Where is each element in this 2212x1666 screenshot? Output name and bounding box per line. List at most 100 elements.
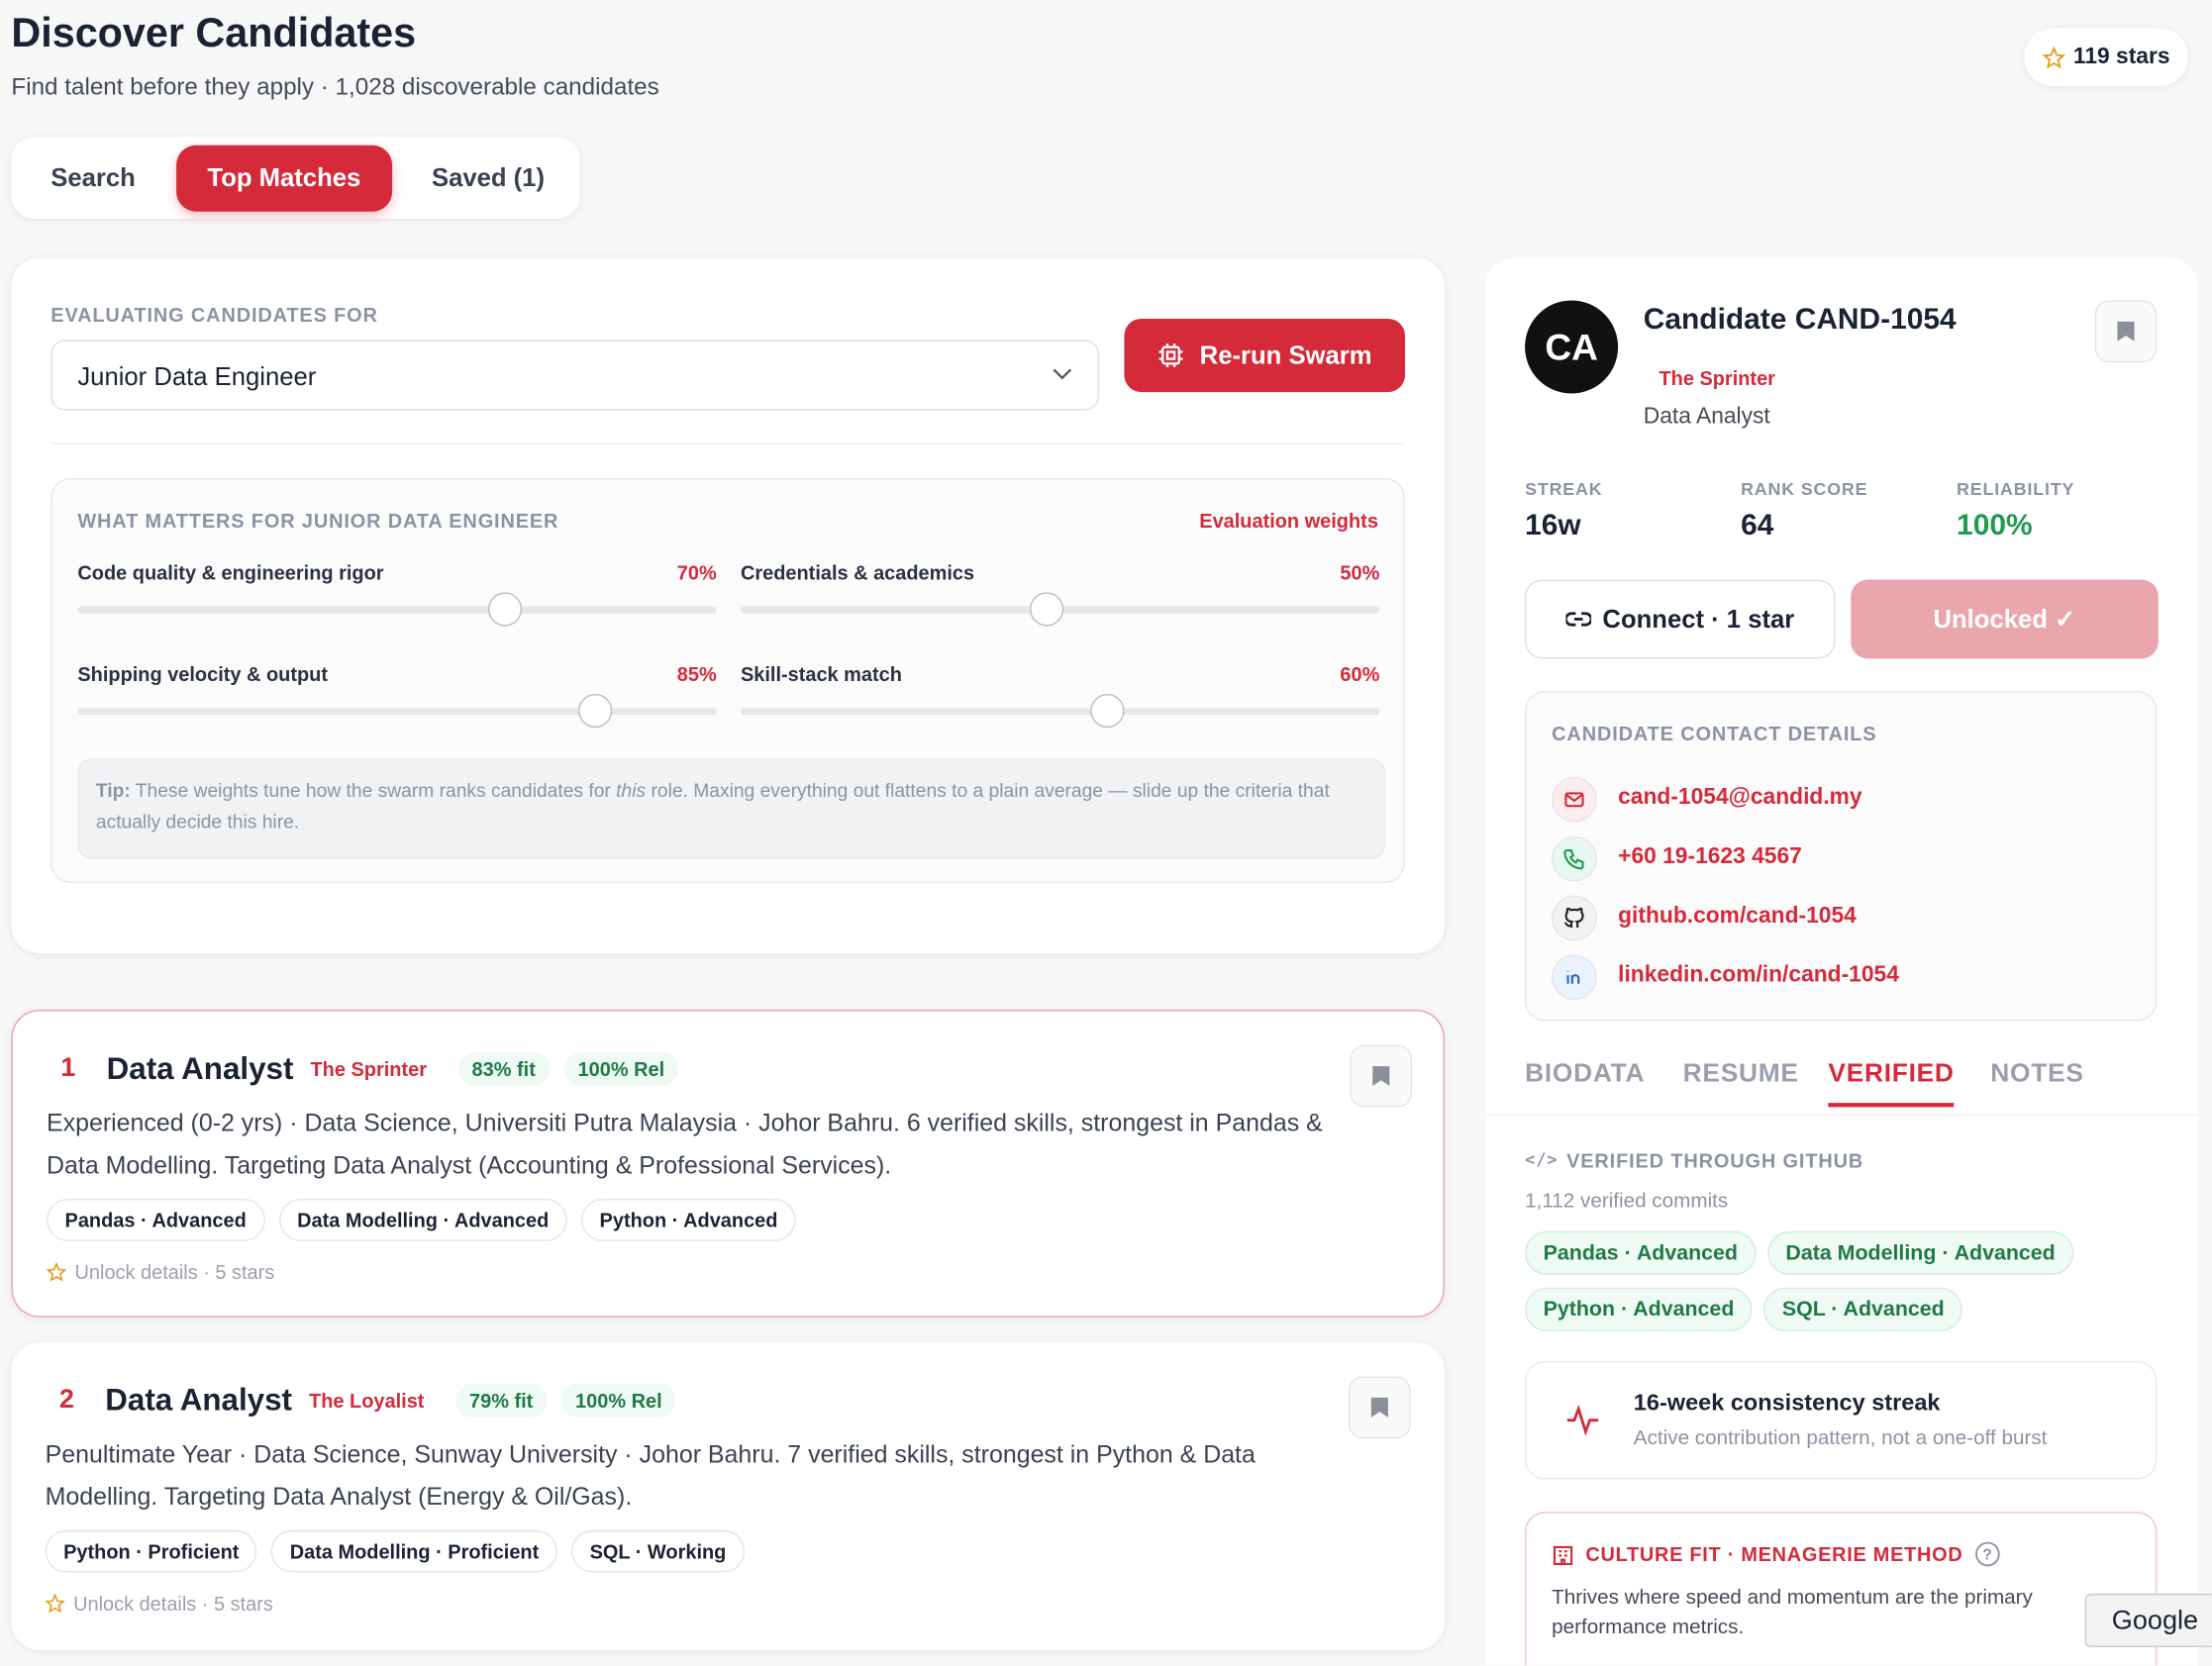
skill-chip: Python · Advanced [581,1198,796,1241]
slider-track[interactable] [740,592,1380,627]
verified-title-text: VERIFIED THROUGH GITHUB [1566,1149,1864,1172]
contact-title: CANDIDATE CONTACT DETAILS [1552,722,1877,745]
slider-track[interactable] [740,693,1380,729]
result-title: Data Analyst [106,1050,294,1087]
persona: The Sprinter [310,1057,427,1081]
verified-skill: Pandas · Advanced [1525,1230,1757,1275]
slider-thumb[interactable] [578,693,613,729]
bookmark[interactable] [2094,300,2158,363]
summary: Experienced (0-2 yrs) · Data Science, Un… [47,1108,1323,1180]
bookmark[interactable] [1349,1376,1411,1439]
translate-widget[interactable]: Google [2084,1593,2212,1648]
slider-thumb[interactable] [487,592,522,627]
role: Data Analyst [1643,404,1770,430]
weight-name: Shipping velocity & output [77,662,328,686]
profile-tab[interactable]: BIODATA [1525,1057,1646,1088]
unlock-text: Unlock details · 5 stars [73,1592,273,1616]
result-card[interactable]: 1 Data Analyst The Sprinter 83% fit 100% Rel… [11,1010,1445,1318]
stars-badge[interactable]: 119 stars [2024,28,2188,86]
stat-label: RANK SCORE [1741,479,1868,500]
verified-skill: Data Modelling · Advanced [1766,1230,2074,1275]
contact-link[interactable]: +60 19-1623 4567 [1618,844,1802,869]
divider [50,442,1406,444]
divider [1485,1114,2198,1116]
fit-tag: 79% fit [454,1383,548,1418]
weights-panel: WHAT MATTERS FOR JUNIOR DATA ENGINEER Ev… [50,477,1406,883]
verified-skill: SQL · Advanced [1763,1287,1963,1331]
weight-name: Credentials & academics [740,561,975,584]
tip-text: These weights tune how the swarm ranks c… [135,779,611,802]
persona: The Loyalist [309,1389,425,1413]
stat-label: STREAK [1525,479,1603,500]
weight-label: 85% [676,662,717,686]
profile-tab[interactable]: NOTES [1990,1057,2084,1088]
verified-skills: Pandas · Advanced Data Modelling · Advanc… [1525,1230,2117,1344]
weight-label: 50% [1340,561,1380,584]
contact-link[interactable]: github.com/cand-1054 [1618,904,1857,929]
profile-tab[interactable]: VERIFIED [1828,1058,1955,1108]
stat-label: RELIABILITY [1957,479,2075,500]
profile-tab[interactable]: RESUME [1682,1057,1799,1088]
contact-box: CANDIDATE CONTACT DETAILS cand-1054@candi… [1525,691,2158,1022]
unlocked-button[interactable]: Unlocked ✓ [1851,579,2159,659]
verified-skill: Python · Advanced [1525,1287,1753,1331]
rank: 1 [60,1053,76,1084]
unlock: Unlock details · 5 stars [47,1261,274,1283]
tab[interactable]: Top Matches [176,145,392,212]
tab-bar: Search Top Matches Saved (1) [11,137,580,219]
result-title: Data Analyst [105,1382,292,1418]
culture-title: CULTURE FIT · MENAGERIE METHOD ? [1552,1541,2000,1567]
slider-track[interactable] [77,693,717,729]
tab[interactable]: Saved (1) [431,163,546,192]
fit-tag: 83% fit [457,1051,551,1087]
commits: 1,112 verified commits [1525,1190,1729,1214]
contact-icon [1552,954,1597,1001]
bookmark[interactable] [1350,1044,1413,1108]
tab[interactable]: Search [50,163,136,192]
slider-track[interactable] [77,592,717,627]
tip-label: Tip: [95,779,131,802]
skill-chip: SQL · Working [571,1529,745,1573]
contact-icon [1552,895,1597,941]
role: Junior Data Engineer [77,362,317,391]
skill-chip: Data Modelling · Proficient [271,1529,557,1573]
label: EVALUATING CANDIDATES FOR [50,303,378,327]
connect-button[interactable]: Connect · 1 star [1525,579,1836,659]
skill-chip: Pandas · Advanced [47,1198,265,1241]
weights-note: Evaluation weights [1199,509,1378,533]
tip: Tip: These weights tune how the swarm ra… [77,758,1386,859]
stars-count: 119 stars [2072,44,2170,69]
contact-link[interactable]: cand-1054@candid.my [1618,785,1862,810]
verified-title: </> VERIFIED THROUGH GITHUB [1525,1149,1864,1172]
role-select[interactable]: Junior Data Engineer [50,340,1099,411]
slider-thumb[interactable] [1089,693,1124,729]
slider-thumb[interactable] [1029,592,1063,627]
result-card[interactable]: 2 Data Analyst The Loyalist 79% fit 100% Rel… [11,1342,1445,1650]
page-title: Discover Candidates [11,11,417,56]
profile-panel: CA Candidate CAND-1054 The Sprinter Data… [1485,257,2198,1666]
button-label: Connect · 1 star [1602,604,1795,633]
result-header: 1 Data Analyst The Sprinter 83% fit 100% Rel [60,1050,679,1087]
skills: Python · Proficient Data Modelling · Prof… [45,1529,759,1573]
summary: Penultimate Year · Data Science, Sunway … [45,1439,1256,1511]
skills: Pandas · Advanced Data Modelling · Advanc… [47,1198,810,1241]
weights-title: WHAT MATTERS FOR JUNIOR DATA ENGINEER [77,509,559,533]
svg-text:?: ? [1982,1547,1992,1564]
weight-name: Code quality & engineering rigor [77,561,384,584]
contact-link[interactable]: linkedin.com/in/cand-1054 [1618,963,1899,988]
subtitle: Find talent before they apply · 1,028 di… [11,73,659,101]
skill-chip: Python · Proficient [45,1529,257,1573]
streak-card: 16-week consistency streak Active contri… [1525,1360,2158,1480]
rerun-button[interactable]: Re-run Swarm [1124,318,1406,393]
streak-title: 16-week consistency streak [1633,1390,1941,1417]
rank: 2 [58,1385,74,1415]
tip-em: this [616,779,647,802]
weight-label: 60% [1340,662,1380,686]
skill-chip: Data Modelling · Advanced [278,1198,567,1241]
candidate-name: Candidate CAND-1054 [1643,303,1957,337]
streak-text: Active contribution pattern, not a one-o… [1633,1426,2048,1450]
unlock: Unlock details · 5 stars [45,1592,273,1616]
stat-value: 64 [1741,509,1774,542]
culture-title-text: CULTURE FIT · MENAGERIE METHOD [1585,1542,1963,1566]
